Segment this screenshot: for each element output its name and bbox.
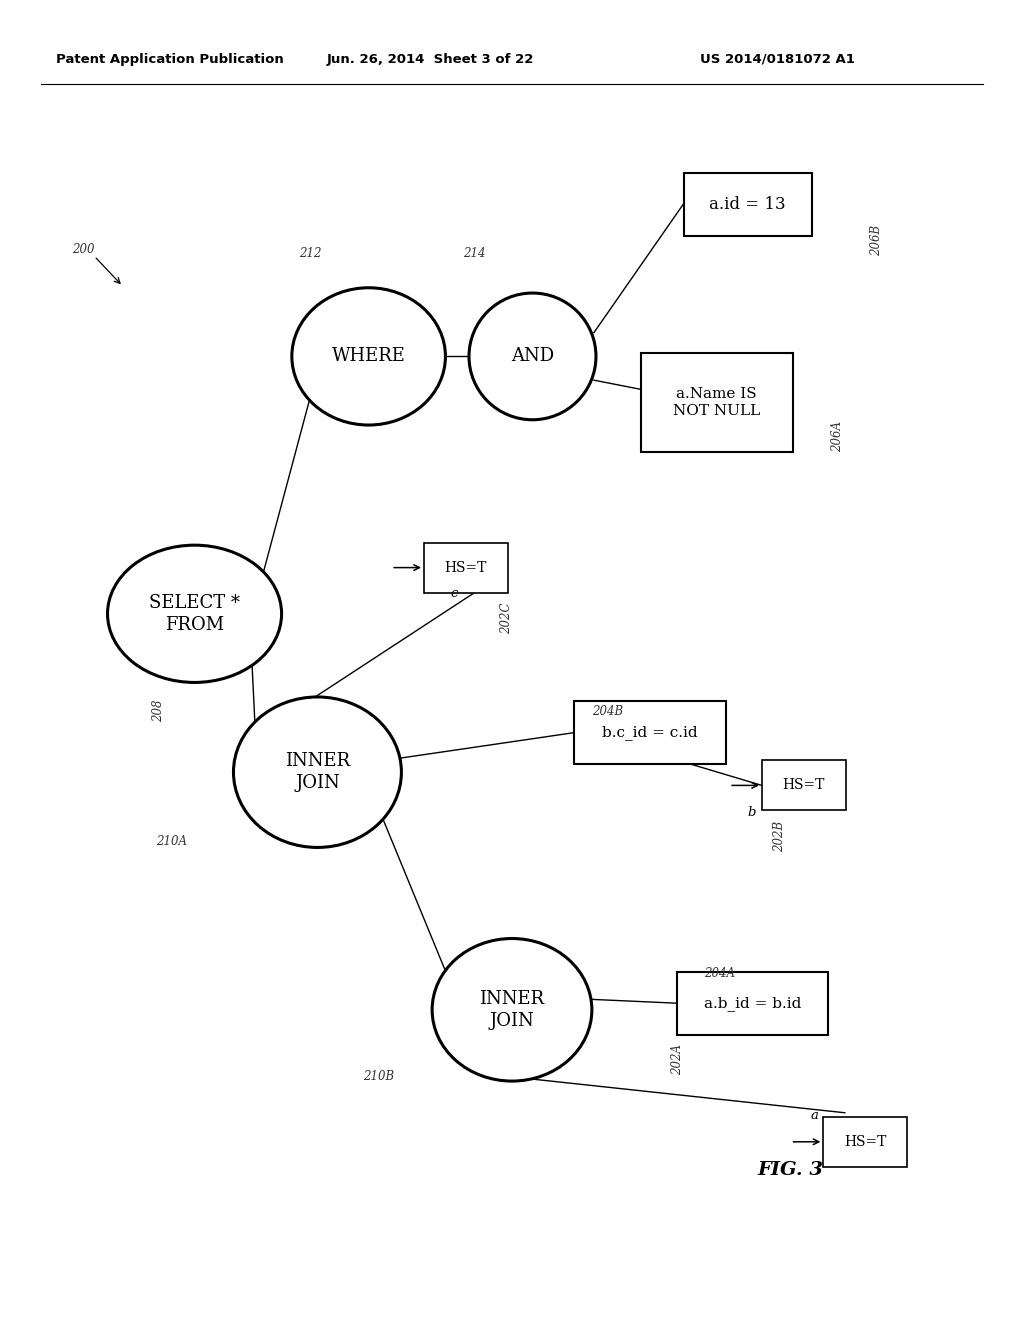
Text: 206A: 206A [831, 421, 845, 451]
Text: Jun. 26, 2014  Sheet 3 of 22: Jun. 26, 2014 Sheet 3 of 22 [327, 53, 534, 66]
Text: 208: 208 [152, 700, 165, 722]
Text: INNER
JOIN: INNER JOIN [479, 990, 545, 1030]
Text: b.c_id = c.id: b.c_id = c.id [602, 725, 698, 741]
Text: 200: 200 [72, 243, 94, 256]
Text: a.b_id = b.id: a.b_id = b.id [703, 995, 802, 1011]
Ellipse shape [432, 939, 592, 1081]
Bar [684, 173, 811, 236]
Text: 210B: 210B [364, 1069, 394, 1082]
Bar [424, 543, 508, 593]
Text: 206B: 206B [870, 226, 884, 256]
Text: HS=T: HS=T [782, 779, 825, 792]
Text: 202A: 202A [671, 1044, 684, 1074]
Text: FIG. 3: FIG. 3 [758, 1160, 823, 1179]
Text: HS=T: HS=T [444, 561, 487, 574]
Text: 214: 214 [463, 247, 485, 260]
Text: INNER
JOIN: INNER JOIN [285, 752, 350, 792]
Ellipse shape [292, 288, 445, 425]
Text: 202C: 202C [500, 602, 513, 634]
Bar [823, 1117, 907, 1167]
Text: 202B: 202B [773, 821, 786, 851]
Text: a.Name IS
NOT NULL: a.Name IS NOT NULL [673, 387, 761, 418]
Ellipse shape [233, 697, 401, 847]
Text: 204A: 204A [705, 966, 735, 979]
Text: SELECT *
FROM: SELECT * FROM [150, 594, 240, 634]
Text: a: a [811, 1109, 819, 1122]
Text: Patent Application Publication: Patent Application Publication [56, 53, 284, 66]
Bar [677, 972, 828, 1035]
Text: AND: AND [511, 347, 554, 366]
Text: b: b [748, 805, 756, 818]
Text: c: c [451, 586, 458, 599]
Text: US 2014/0181072 A1: US 2014/0181072 A1 [700, 53, 855, 66]
Bar [641, 354, 793, 451]
Bar [574, 701, 726, 764]
Bar [762, 760, 846, 810]
Text: WHERE: WHERE [332, 347, 406, 366]
Ellipse shape [108, 545, 282, 682]
Text: 204B: 204B [592, 705, 623, 718]
Text: HS=T: HS=T [844, 1135, 887, 1148]
Text: 212: 212 [299, 247, 322, 260]
Text: a.id = 13: a.id = 13 [710, 197, 785, 213]
Text: 210A: 210A [156, 834, 186, 847]
Ellipse shape [469, 293, 596, 420]
